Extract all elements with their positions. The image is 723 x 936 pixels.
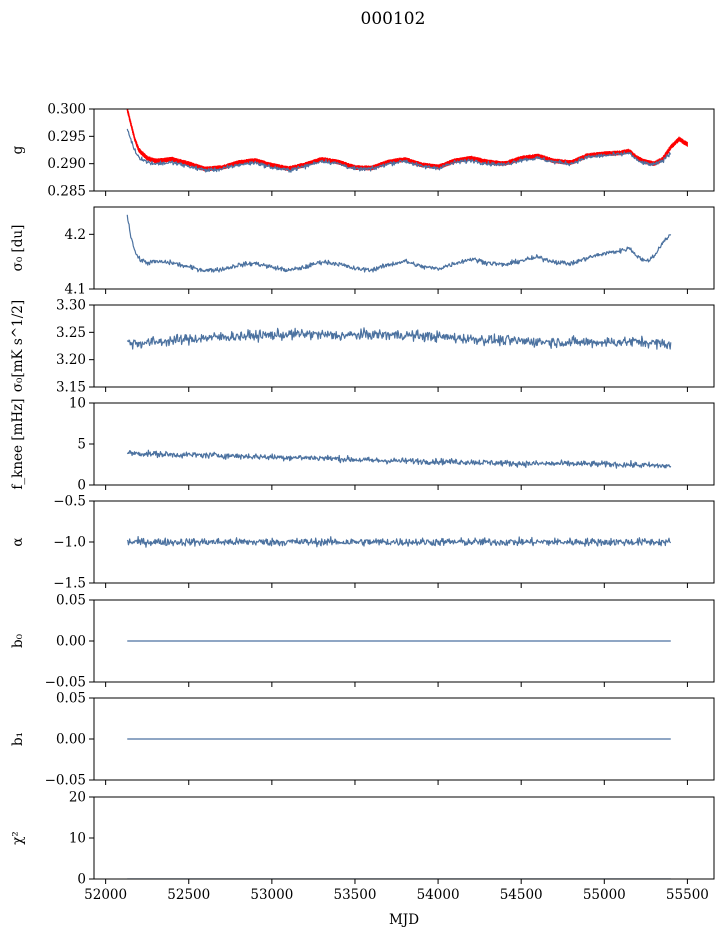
y-axis-label: χ² bbox=[10, 831, 26, 845]
y-tick-label: 3.20 bbox=[56, 352, 86, 368]
x-tick-label: 53500 bbox=[333, 887, 376, 903]
y-tick-label: 4.2 bbox=[65, 227, 86, 243]
y-tick-label: 3.30 bbox=[56, 298, 86, 314]
series-2-line bbox=[126, 128, 672, 173]
y-tick-label: 3.15 bbox=[56, 380, 86, 396]
panel-7: −0.05 0.00 0.05 b₁ bbox=[10, 691, 715, 789]
axes-frame bbox=[93, 304, 715, 388]
series-1-line bbox=[126, 535, 672, 548]
series-1-line bbox=[126, 327, 672, 350]
x-tick-label: 55500 bbox=[666, 887, 709, 903]
y-tick-label: 0.300 bbox=[47, 102, 86, 118]
y-tick-label: 0.05 bbox=[56, 593, 86, 609]
y-tick-label: −1.0 bbox=[53, 535, 86, 551]
y-axis-label: f_knee [mHz] bbox=[10, 398, 26, 489]
panel-4: 0 5 10 f_knee [mHz] bbox=[10, 396, 715, 494]
series-1-line bbox=[126, 214, 672, 273]
y-tick-label: 0.295 bbox=[47, 129, 86, 145]
y-tick-label: 0.05 bbox=[56, 691, 86, 707]
y-axis-label: g bbox=[10, 145, 26, 154]
panel-6: −0.05 0.00 0.05 b₀ bbox=[10, 593, 715, 691]
axes-frame bbox=[93, 206, 715, 290]
x-tick-label: 52000 bbox=[84, 887, 127, 903]
x-tick-label: 54000 bbox=[417, 887, 460, 903]
y-tick-label: −0.5 bbox=[53, 494, 86, 510]
panel-3: 3.15 3.20 3.25 3.30 σ₀[mK s^1/2] bbox=[10, 298, 715, 396]
y-tick-label: 0 bbox=[77, 478, 86, 494]
y-tick-label: 5 bbox=[77, 437, 86, 453]
series-1-line bbox=[126, 449, 672, 469]
y-tick-label: 0.00 bbox=[56, 634, 86, 650]
figure-title: 000102 bbox=[361, 9, 426, 29]
y-tick-label: −1.5 bbox=[53, 576, 86, 592]
y-tick-label: −0.05 bbox=[45, 675, 86, 691]
axes-frame bbox=[93, 108, 715, 192]
y-tick-label: 0.00 bbox=[56, 732, 86, 748]
y-axis-label: α bbox=[10, 537, 26, 546]
y-axis-label: b₀ bbox=[10, 633, 26, 648]
axes-frame bbox=[93, 402, 715, 486]
y-tick-label: 20 bbox=[69, 790, 86, 806]
panel-1: 0.285 0.290 0.295 0.300 g bbox=[10, 102, 715, 200]
y-tick-label: 0 bbox=[77, 872, 86, 888]
y-tick-label: 4.1 bbox=[65, 282, 86, 298]
x-tick-label: 52500 bbox=[167, 887, 210, 903]
y-tick-label: −0.05 bbox=[45, 773, 86, 789]
y-tick-label: 3.25 bbox=[56, 325, 86, 341]
y-axis-label: b₁ bbox=[10, 732, 26, 746]
y-axis-label: σ₀ [du] bbox=[10, 225, 26, 272]
panel-5: −1.5 −1.0 −0.5 α bbox=[10, 494, 715, 592]
x-tick-label: 55000 bbox=[583, 887, 626, 903]
x-axis-label: MJD bbox=[389, 912, 419, 928]
axes-frame bbox=[93, 796, 715, 880]
panel-2: 4.1 4.2 σ₀ [du] bbox=[10, 206, 715, 298]
panel-8: 0 10 20 52000 52500 53000 53500 54000 54500 55000… bbox=[10, 790, 715, 903]
y-axis-label: σ₀[mK s^1/2] bbox=[10, 300, 26, 392]
y-tick-label: 10 bbox=[69, 831, 86, 847]
x-tick-label: 54500 bbox=[500, 887, 543, 903]
y-tick-label: 10 bbox=[69, 396, 86, 412]
x-tick-label: 53000 bbox=[250, 887, 293, 903]
y-tick-label: 0.285 bbox=[47, 184, 86, 200]
y-tick-label: 0.290 bbox=[47, 156, 86, 172]
